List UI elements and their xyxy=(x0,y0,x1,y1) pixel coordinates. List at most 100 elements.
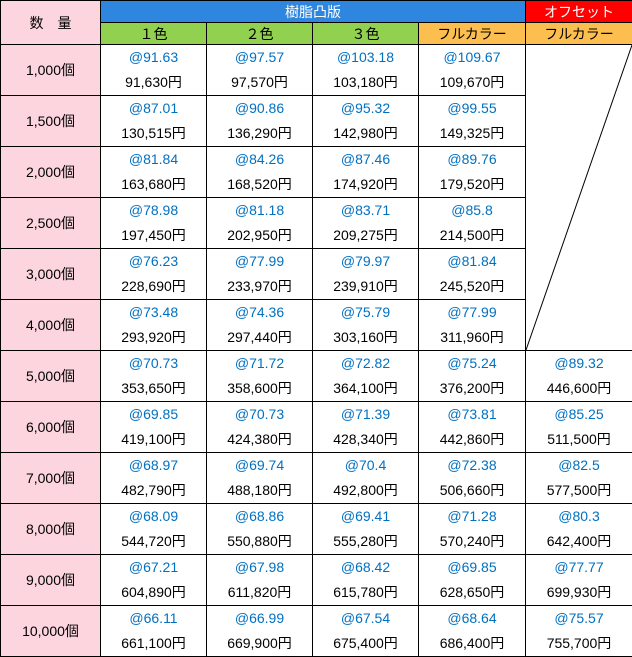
unit-price: @89.76 xyxy=(419,147,525,172)
unit-price: @78.98 xyxy=(101,198,206,223)
total-price: 419,100円 xyxy=(101,427,206,452)
total-price: 577,500円 xyxy=(526,478,632,503)
unit-price: @69.74 xyxy=(207,453,312,478)
unit-price: @85.8 xyxy=(419,198,525,223)
unit-price: @68.09 xyxy=(101,504,206,529)
unit-price: @109.67 xyxy=(419,45,525,70)
unit-price: @77.99 xyxy=(419,300,525,325)
total-price: 442,860円 xyxy=(419,427,525,452)
unit-price: @68.42 xyxy=(313,555,418,580)
diagonal-line xyxy=(526,45,632,350)
unit-price: @70.73 xyxy=(101,351,206,376)
quantity-cell: 1,500個 xyxy=(1,96,101,147)
total-price: 642,400円 xyxy=(526,529,632,554)
total-price: 245,520円 xyxy=(419,274,525,299)
total-price: 661,100円 xyxy=(101,631,206,656)
total-price: 168,520円 xyxy=(207,172,312,197)
total-price: 615,780円 xyxy=(313,580,418,605)
total-price: 544,720円 xyxy=(101,529,206,554)
total-price: 550,880円 xyxy=(207,529,312,554)
column-header-fullcolor: フルカラー xyxy=(419,23,526,45)
quantity-cell: 5,000個 xyxy=(1,351,101,402)
quantity-cell: 2,500個 xyxy=(1,198,101,249)
quantity-cell: 1,000個 xyxy=(1,45,101,96)
unit-price: @75.24 xyxy=(419,351,525,376)
unit-price: @87.46 xyxy=(313,147,418,172)
quantity-cell: 6,000個 xyxy=(1,402,101,453)
total-price: 202,950円 xyxy=(207,223,312,248)
unit-price: @69.85 xyxy=(101,402,206,427)
unit-price: @81.18 xyxy=(207,198,312,223)
unit-price: @68.64 xyxy=(419,606,525,631)
unit-price: @73.81 xyxy=(419,402,525,427)
total-price: 179,520円 xyxy=(419,172,525,197)
total-price: 163,680円 xyxy=(101,172,206,197)
total-price: 555,280円 xyxy=(313,529,418,554)
total-price: 149,325円 xyxy=(419,121,525,146)
unit-price: @83.71 xyxy=(313,198,418,223)
unit-price: @85.25 xyxy=(526,402,632,427)
total-price: 228,690円 xyxy=(101,274,206,299)
total-price: 428,340円 xyxy=(313,427,418,452)
unit-price: @71.39 xyxy=(313,402,418,427)
unit-price: @74.36 xyxy=(207,300,312,325)
total-price: 109,670円 xyxy=(419,70,525,95)
total-price: 293,920円 xyxy=(101,325,206,350)
unit-price: @71.72 xyxy=(207,351,312,376)
unit-price: @72.38 xyxy=(419,453,525,478)
offset-not-available-cell xyxy=(526,45,632,351)
unit-price: @66.11 xyxy=(101,606,206,631)
unit-price: @70.73 xyxy=(207,402,312,427)
unit-price: @91.63 xyxy=(101,45,206,70)
total-price: 214,500円 xyxy=(419,223,525,248)
unit-price: @99.55 xyxy=(419,96,525,121)
total-price: 376,200円 xyxy=(419,376,525,401)
unit-price: @75.57 xyxy=(526,606,632,631)
total-price: 209,275円 xyxy=(313,223,418,248)
total-price: 174,920円 xyxy=(313,172,418,197)
unit-price: @81.84 xyxy=(101,147,206,172)
total-price: 699,930円 xyxy=(526,580,632,605)
total-price: 488,180円 xyxy=(207,478,312,503)
total-price: 604,890円 xyxy=(101,580,206,605)
quantity-cell: 3,000個 xyxy=(1,249,101,300)
unit-price: @103.18 xyxy=(313,45,418,70)
column-header-1color: １色 xyxy=(101,23,207,45)
unit-price: @67.54 xyxy=(313,606,418,631)
quantity-header: 数 量 xyxy=(1,1,101,45)
total-price: 511,500円 xyxy=(526,427,632,452)
unit-price: @69.41 xyxy=(313,504,418,529)
unit-price: @80.3 xyxy=(526,504,632,529)
quantity-cell: 7,000個 xyxy=(1,453,101,504)
